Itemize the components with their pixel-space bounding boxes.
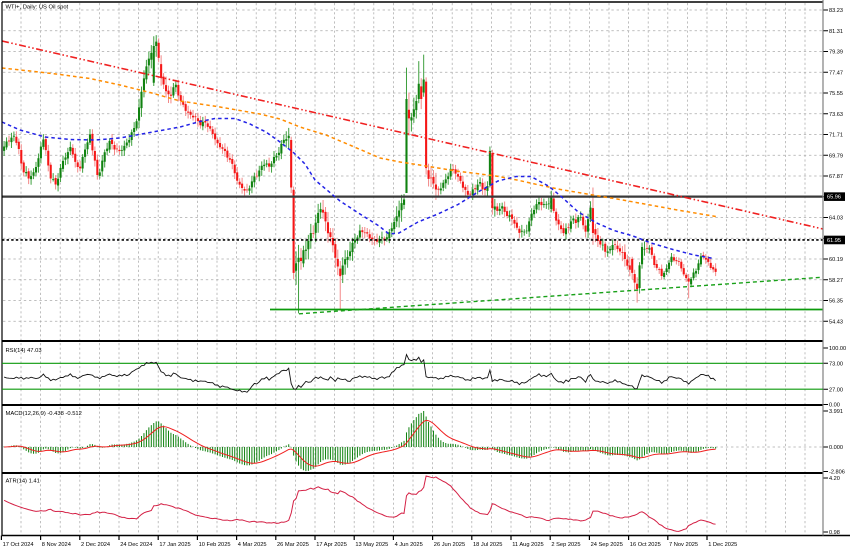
svg-text:17 Apr 2025: 17 Apr 2025 bbox=[316, 542, 347, 548]
svg-text:67.87: 67.87 bbox=[829, 174, 843, 180]
svg-text:17 Jan 2025: 17 Jan 2025 bbox=[159, 542, 190, 548]
svg-text:MACD(12,26,9) -0.438 -0.512: MACD(12,26,9) -0.438 -0.512 bbox=[6, 411, 82, 417]
svg-text:0.98: 0.98 bbox=[829, 530, 840, 536]
svg-text:0.00: 0.00 bbox=[829, 403, 840, 409]
svg-text:60.19: 60.19 bbox=[829, 257, 843, 263]
svg-text:65.96: 65.96 bbox=[827, 195, 841, 201]
svg-text:ATR(14) 1.41: ATR(14) 1.41 bbox=[6, 479, 40, 485]
svg-text:1 Dec 2025: 1 Dec 2025 bbox=[708, 542, 737, 548]
svg-text:RSI(14) 47.03: RSI(14) 47.03 bbox=[6, 348, 42, 354]
svg-text:0.000: 0.000 bbox=[829, 445, 843, 451]
svg-text:100.00: 100.00 bbox=[829, 346, 846, 352]
svg-text:24 Dec 2024: 24 Dec 2024 bbox=[120, 542, 152, 548]
svg-text:73.00: 73.00 bbox=[829, 361, 843, 367]
svg-text:58.27: 58.27 bbox=[829, 278, 843, 284]
svg-text:26 Jun 2025: 26 Jun 2025 bbox=[434, 542, 465, 548]
svg-text:3.991: 3.991 bbox=[829, 409, 843, 415]
svg-text:4 Mar 2025: 4 Mar 2025 bbox=[238, 542, 267, 548]
svg-text:11 Aug 2025: 11 Aug 2025 bbox=[512, 542, 544, 548]
svg-text:10 Feb 2025: 10 Feb 2025 bbox=[199, 542, 231, 548]
svg-text:4 Jun 2025: 4 Jun 2025 bbox=[395, 542, 423, 548]
svg-text:64.03: 64.03 bbox=[829, 216, 843, 222]
svg-text:7 Nov 2025: 7 Nov 2025 bbox=[669, 542, 698, 548]
svg-text:27.00: 27.00 bbox=[829, 387, 843, 393]
svg-text:54.43: 54.43 bbox=[829, 319, 843, 325]
svg-text:75.55: 75.55 bbox=[829, 91, 843, 97]
svg-text:79.39: 79.39 bbox=[829, 50, 843, 56]
svg-text:69.79: 69.79 bbox=[829, 153, 843, 159]
svg-text:2 Dec 2024: 2 Dec 2024 bbox=[81, 542, 110, 548]
svg-text:4.20: 4.20 bbox=[829, 476, 840, 482]
svg-text:71.71: 71.71 bbox=[829, 133, 843, 139]
svg-text:16 Oct 2025: 16 Oct 2025 bbox=[630, 542, 661, 548]
svg-text:61.95: 61.95 bbox=[827, 238, 841, 244]
svg-text:WTI+, Daily: US Oil spot: WTI+, Daily: US Oil spot bbox=[6, 5, 69, 11]
svg-text:26 Mar 2025: 26 Mar 2025 bbox=[277, 542, 309, 548]
svg-text:77.47: 77.47 bbox=[829, 70, 843, 76]
svg-text:24 Sep 2025: 24 Sep 2025 bbox=[591, 542, 623, 548]
svg-text:2 Sep 2025: 2 Sep 2025 bbox=[551, 542, 580, 548]
svg-text:13 May 2025: 13 May 2025 bbox=[355, 542, 388, 548]
svg-text:17 Oct 2024: 17 Oct 2024 bbox=[3, 542, 34, 548]
svg-text:56.35: 56.35 bbox=[829, 299, 843, 305]
svg-text:18 Jul 2025: 18 Jul 2025 bbox=[473, 542, 502, 548]
svg-text:8 Nov 2024: 8 Nov 2024 bbox=[42, 542, 71, 548]
svg-text:83.23: 83.23 bbox=[829, 8, 843, 14]
svg-text:73.63: 73.63 bbox=[829, 112, 843, 118]
svg-text:81.31: 81.31 bbox=[829, 29, 843, 35]
svg-text:-2.806: -2.806 bbox=[829, 470, 845, 476]
